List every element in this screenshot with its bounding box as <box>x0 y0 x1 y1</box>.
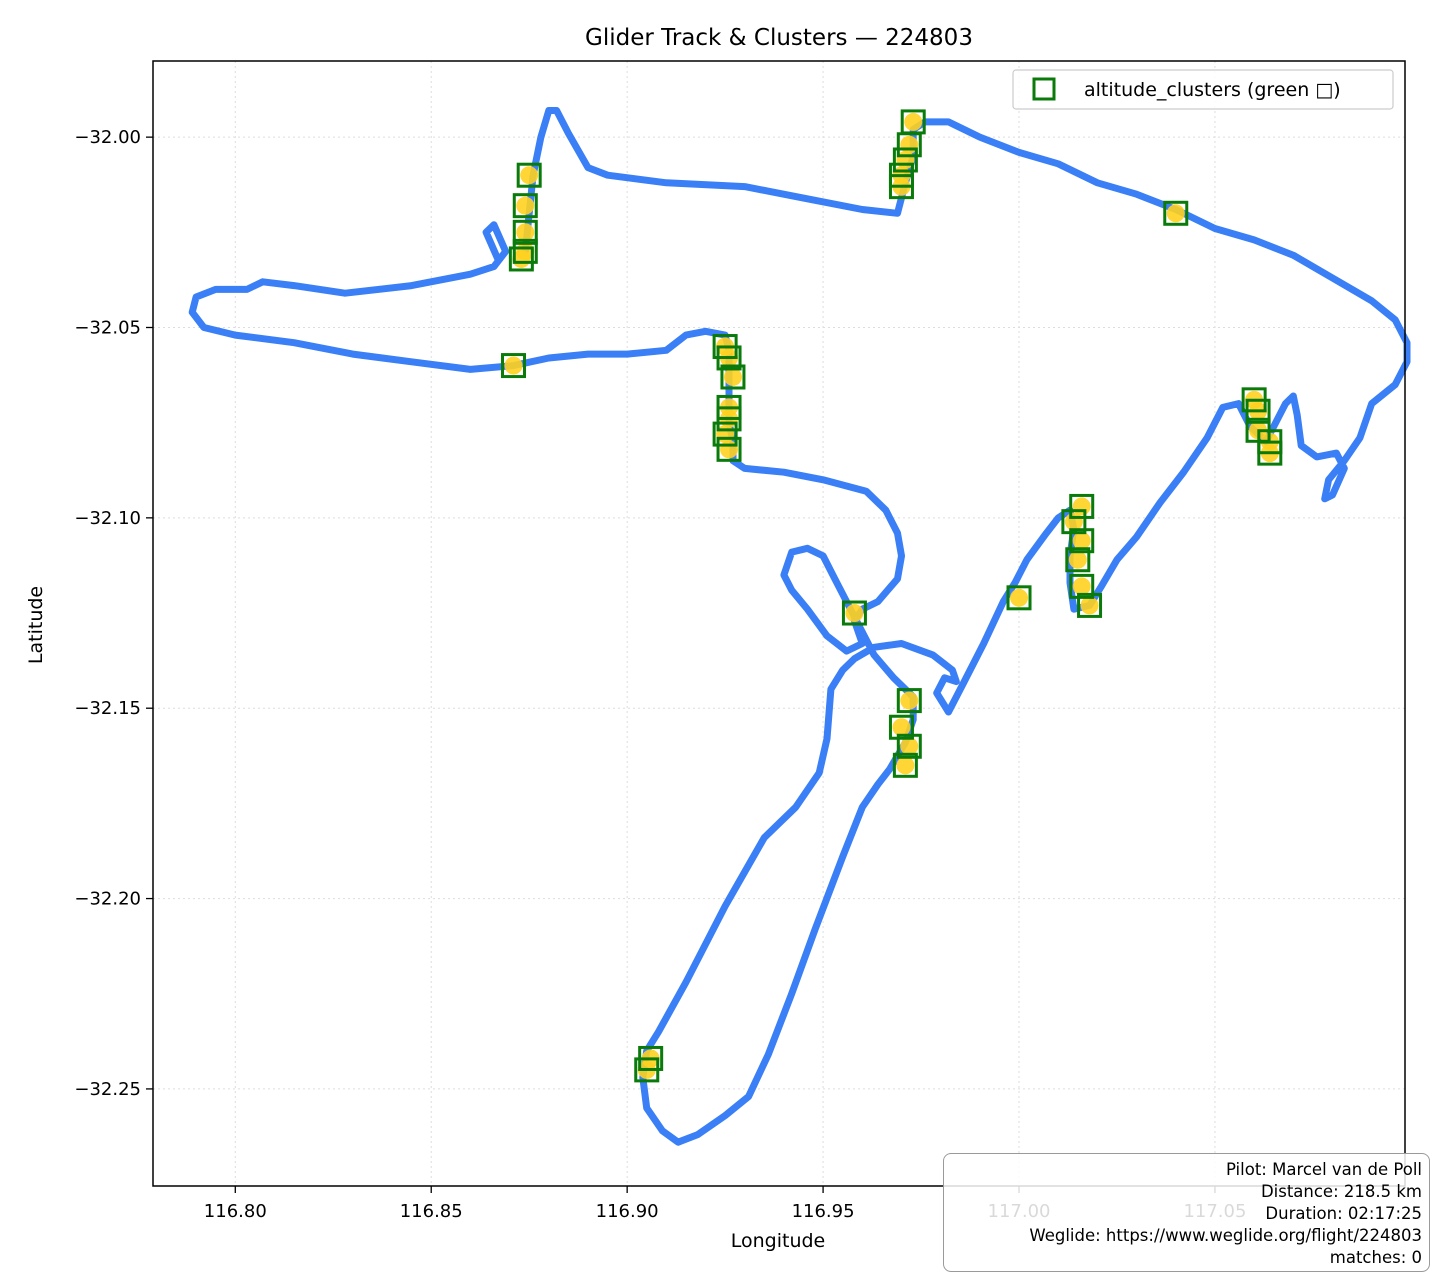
y-tick-label: −32.00 <box>74 127 141 148</box>
legend: altitude_clusters (green □) <box>1012 69 1394 110</box>
pilot-text: Pilot: Marcel van de Poll <box>1225 1160 1422 1179</box>
cluster-marker <box>1245 398 1271 424</box>
legend-frame <box>1012 69 1394 110</box>
y-tick-label: −32.25 <box>74 1079 141 1100</box>
cluster-marker <box>720 364 746 390</box>
cluster-marker <box>896 132 922 158</box>
cluster-marker <box>508 246 534 272</box>
x-axis-label: Longitude <box>731 1230 826 1252</box>
cluster-marker <box>896 688 922 714</box>
cluster-marker <box>634 1057 660 1083</box>
cluster-marker <box>501 353 527 379</box>
climb-segment <box>520 166 539 185</box>
y-tick-label: −32.20 <box>74 889 141 910</box>
cluster-marker <box>1069 573 1095 599</box>
cluster-marker <box>1065 547 1091 573</box>
climb-segment <box>896 756 915 775</box>
y-tick-label: −32.15 <box>74 698 141 719</box>
cluster-marker <box>888 714 914 740</box>
cluster-marker <box>1061 509 1087 535</box>
altitude-cluster-markers <box>501 109 1283 1083</box>
cluster-marker <box>516 162 542 188</box>
x-tick-label: 116.80 <box>204 1201 267 1222</box>
cluster-marker <box>1069 528 1095 554</box>
climb-segment <box>1068 550 1087 569</box>
climb-segment <box>1166 204 1185 223</box>
x-tick-label: 116.85 <box>400 1201 463 1222</box>
cluster-marker <box>716 436 742 462</box>
y-axis-ticks: −32.00 −32.05 −32.10 −32.15 −32.20 −32.25 <box>74 127 153 1100</box>
y-tick-label: −32.05 <box>74 317 141 338</box>
climb-segment <box>900 691 919 710</box>
y-tick-label: −32.10 <box>74 508 141 529</box>
duration-text: Duration: 02:17:25 <box>1265 1204 1422 1223</box>
cluster-marker <box>716 406 742 432</box>
cluster-marker <box>716 345 742 371</box>
distance-text: Distance: 218.5 km <box>1260 1182 1422 1201</box>
matches-text: matches: 0 <box>1329 1248 1422 1267</box>
cluster-marker <box>892 147 918 173</box>
plot-area <box>188 107 1411 1146</box>
cluster-marker <box>1069 493 1095 519</box>
x-tick-label: 116.90 <box>596 1201 659 1222</box>
weglide-link-text: Weglide: https://www.weglide.org/flight/… <box>1029 1226 1422 1245</box>
climb-segment <box>904 112 923 131</box>
cluster-marker <box>888 174 914 200</box>
cluster-marker <box>896 733 922 759</box>
grid-lines <box>153 61 1405 1186</box>
cluster-marker <box>512 193 538 219</box>
climb-segment <box>1072 531 1091 550</box>
chart-title: Glider Track & Clusters — 224803 <box>585 25 973 51</box>
climb-segment <box>723 367 742 386</box>
plot-frame <box>152 60 1406 1187</box>
cluster-marker <box>512 238 538 264</box>
cluster-marker <box>892 752 918 778</box>
cluster-marker <box>1077 592 1103 618</box>
cluster-marker <box>1006 585 1032 611</box>
legend-label-altitude-clusters: altitude_clusters (green □) <box>1084 79 1341 101</box>
climb-segment <box>892 718 911 737</box>
climb-segment <box>516 196 535 215</box>
y-axis-label: Latitude <box>25 586 47 664</box>
flight-info-box: Pilot: Marcel van de Poll Distance: 218.… <box>943 1153 1430 1272</box>
climb-segment <box>1064 512 1083 531</box>
climb-segment <box>845 604 864 623</box>
climb-segment <box>1010 588 1029 607</box>
climb-segment <box>1080 596 1099 615</box>
cluster-marker <box>712 421 738 447</box>
cluster-marker <box>1163 200 1189 226</box>
cluster-marker <box>1257 440 1283 466</box>
legend-marker-green-square <box>1032 77 1056 101</box>
cluster-marker <box>841 600 867 626</box>
climb-segment <box>516 223 535 242</box>
climb-segment <box>1072 497 1091 516</box>
climb-segment <box>900 737 919 756</box>
x-tick-label: 116.95 <box>792 1201 855 1222</box>
climb-segment <box>504 356 523 375</box>
climb-segment <box>1072 577 1091 596</box>
cluster-marker <box>512 219 538 245</box>
